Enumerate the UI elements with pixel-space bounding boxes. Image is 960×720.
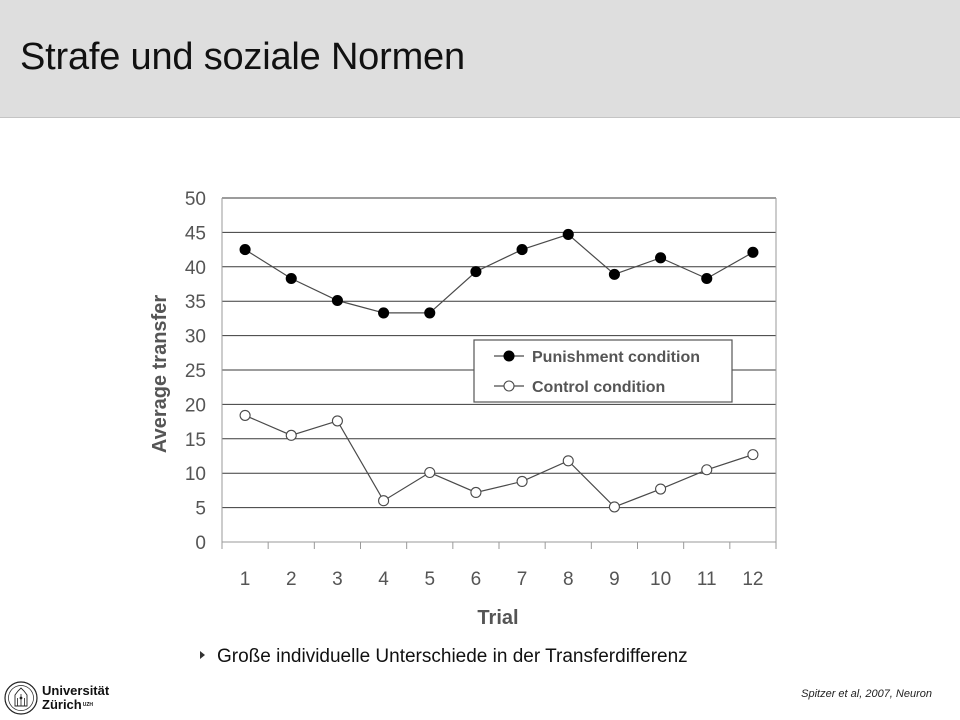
legend-swatch-marker xyxy=(503,350,515,362)
y-tick-label: 35 xyxy=(185,292,206,313)
data-point xyxy=(285,272,297,285)
slide-header: Strafe und soziale Normen xyxy=(0,0,960,118)
data-point xyxy=(747,246,759,258)
data-point xyxy=(562,455,574,467)
data-point xyxy=(516,475,528,488)
y-tick-label: 20 xyxy=(185,395,206,416)
y-axis-label: Average transfer xyxy=(149,295,171,453)
x-tick-label: 5 xyxy=(424,569,435,590)
x-tick-label: 4 xyxy=(378,569,389,590)
x-tick-label: 3 xyxy=(332,569,343,590)
legend-entry: Punishment condition xyxy=(532,349,700,366)
data-point xyxy=(470,266,482,278)
logo-mark: UZH xyxy=(82,702,94,708)
y-tick-label: 30 xyxy=(185,327,206,348)
chart-series xyxy=(239,228,759,513)
x-tick-label: 9 xyxy=(609,569,620,590)
series-line-1 xyxy=(244,233,754,314)
data-point xyxy=(655,252,667,264)
bullet-item: Große individuelle Unterschiede in der T… xyxy=(200,646,688,668)
logo-line-1: Universität xyxy=(42,683,110,698)
y-tick-label: 50 xyxy=(185,189,206,210)
x-axis-label: Trial xyxy=(477,607,518,629)
data-point xyxy=(655,483,667,495)
university-seal-icon xyxy=(4,681,38,715)
data-point xyxy=(747,449,759,461)
logo-line-2: ZürichUZH xyxy=(42,697,94,712)
data-point xyxy=(516,244,528,256)
y-tick-label: 15 xyxy=(185,430,206,451)
x-tick-label: 10 xyxy=(650,569,671,590)
data-point xyxy=(701,272,713,285)
chart-legend: Punishment condition Control condition xyxy=(473,339,733,403)
legend-box xyxy=(473,339,733,403)
y-tick-label: 5 xyxy=(195,499,206,520)
data-point xyxy=(239,244,251,256)
data-point xyxy=(424,307,436,319)
legend-swatch-marker xyxy=(503,380,515,392)
x-tick-label: 7 xyxy=(517,569,528,590)
y-tick-label: 45 xyxy=(185,223,206,244)
bullet-text: Große individuelle Unterschiede in der T… xyxy=(217,646,688,667)
citation: Spitzer et al, 2007, Neuron xyxy=(801,688,932,700)
data-point xyxy=(331,415,343,427)
university-logo: Universität ZürichUZH xyxy=(4,680,124,718)
data-point xyxy=(701,464,713,476)
y-tick-label: 10 xyxy=(185,464,206,485)
x-tick-label: 6 xyxy=(471,569,482,590)
data-point xyxy=(470,486,482,499)
data-point xyxy=(608,268,620,280)
data-point xyxy=(285,429,297,441)
data-point xyxy=(608,501,620,513)
data-point xyxy=(378,495,390,507)
x-tick-label: 12 xyxy=(742,569,763,590)
data-point xyxy=(331,294,343,307)
x-tick-label: 11 xyxy=(697,569,717,590)
y-tick-label: 25 xyxy=(185,361,206,382)
slide-title: Strafe und soziale Normen xyxy=(20,36,465,78)
y-tick-label: 40 xyxy=(185,258,206,279)
x-tick-label: 1 xyxy=(240,569,251,590)
data-point xyxy=(239,409,251,421)
legend-entry: Control condition xyxy=(532,379,665,396)
series-line-2 xyxy=(244,414,754,508)
x-tick-label: 2 xyxy=(286,569,297,590)
data-point xyxy=(562,228,574,241)
data-point xyxy=(424,466,436,479)
x-tick-label: 8 xyxy=(563,569,574,590)
bullet-arrow-icon xyxy=(200,650,205,659)
logo-text: Universität ZürichUZH xyxy=(42,684,109,712)
y-tick-label: 0 xyxy=(195,533,206,554)
data-point xyxy=(378,307,390,319)
